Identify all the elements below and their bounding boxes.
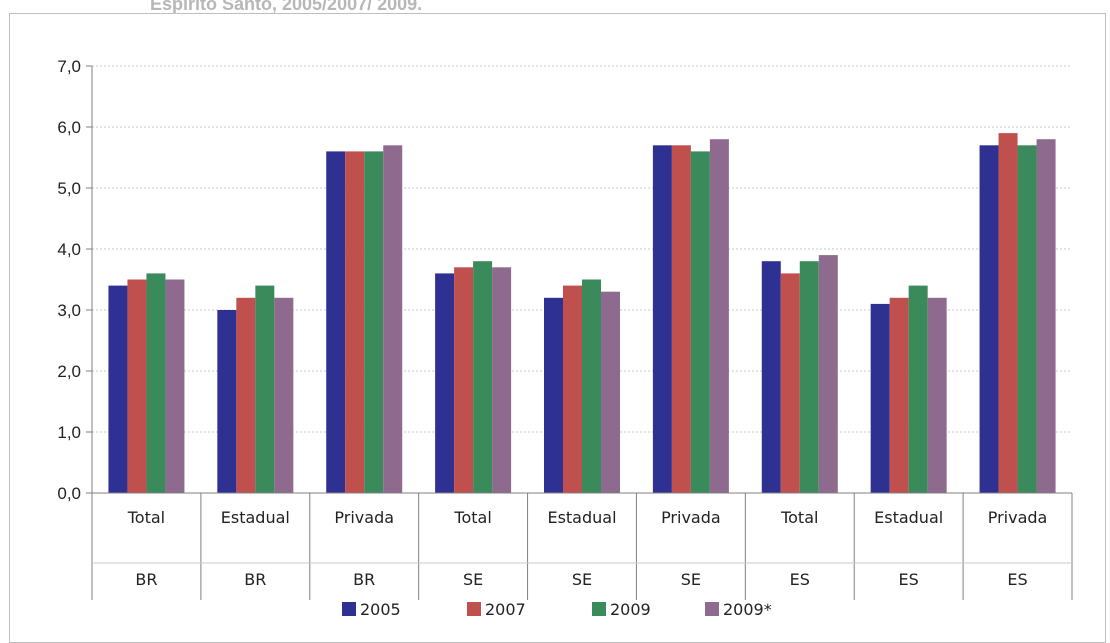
chart-title-fragment: Espírito Santo, 2005/2007/ 2009. (150, 0, 423, 14)
bar (345, 151, 365, 493)
legend-swatch (342, 602, 356, 616)
category-label: Privada (661, 508, 721, 527)
category-label: Estadual (221, 508, 290, 527)
bar (255, 285, 275, 493)
bar (492, 267, 512, 493)
x-axis: Total BR Estadual BR Privada BR Total SE Estadua… (91, 492, 1073, 600)
category-group-label: ES (790, 570, 810, 589)
legend-swatch (592, 602, 606, 616)
legend-label: 2005 (360, 600, 401, 619)
category-label: Privada (334, 508, 394, 527)
bar (927, 297, 947, 493)
bar (889, 297, 909, 493)
bar (709, 139, 729, 493)
bar (870, 303, 890, 493)
y-tick-label: 6,0 (57, 118, 81, 137)
bar (108, 285, 128, 493)
bar (582, 279, 601, 493)
legend-swatch (705, 602, 719, 616)
bar (435, 273, 455, 493)
bar (473, 261, 493, 493)
category-group-label: SE (463, 570, 483, 589)
bar (165, 279, 185, 493)
y-tick-label: 0,0 (57, 484, 81, 503)
y-tick-label: 3,0 (57, 301, 81, 320)
category-group-label: BR (353, 570, 375, 589)
y-axis: 0,0 1,0 2,0 3,0 4,0 5,0 6,0 7,0 (57, 57, 93, 503)
y-tick-label: 2,0 (57, 362, 81, 381)
category-group-label: SE (681, 570, 701, 589)
bar (454, 267, 474, 493)
bar (761, 261, 781, 493)
category-label: Total (453, 508, 491, 527)
bars (108, 133, 1056, 494)
y-tick-label: 5,0 (57, 179, 81, 198)
bar (146, 273, 166, 493)
category-label: Estadual (874, 508, 943, 527)
legend-swatch (467, 602, 481, 616)
bar (671, 145, 691, 494)
bar (383, 145, 403, 494)
category-group-label: ES (1007, 570, 1027, 589)
category-group-label: ES (899, 570, 919, 589)
bar (601, 291, 620, 493)
bar (364, 151, 384, 493)
category-group-label: BR (244, 570, 266, 589)
bar (979, 145, 999, 494)
legend-label: 2009 (610, 600, 651, 619)
bar (818, 255, 838, 493)
bar (236, 297, 256, 493)
y-tick-label: 4,0 (57, 240, 81, 259)
bar (563, 285, 582, 493)
category-group-label: BR (135, 570, 157, 589)
bar (799, 261, 819, 493)
bar (908, 285, 928, 493)
category-label: Total (127, 508, 165, 527)
legend: 2005 2007 2009 2009* (342, 600, 772, 619)
bar (326, 151, 346, 493)
category-label: Total (780, 508, 818, 527)
category-label: Privada (988, 508, 1048, 527)
category-group-label: SE (572, 570, 592, 589)
legend-label: 2009* (723, 600, 772, 619)
bar (998, 133, 1018, 493)
bar (1017, 145, 1037, 494)
legend-label: 2007 (485, 600, 526, 619)
bar (544, 297, 563, 493)
bar (652, 145, 672, 494)
bar (274, 297, 294, 493)
bar (690, 151, 710, 493)
bar (1036, 139, 1056, 493)
bar (217, 310, 237, 493)
y-tick-label: 7,0 (57, 57, 81, 76)
bar (780, 273, 800, 493)
bar (127, 279, 147, 493)
category-label: Estadual (547, 508, 616, 527)
y-tick-label: 1,0 (57, 423, 81, 442)
